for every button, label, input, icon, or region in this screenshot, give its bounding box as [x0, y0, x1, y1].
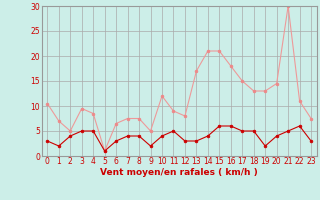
X-axis label: Vent moyen/en rafales ( km/h ): Vent moyen/en rafales ( km/h ) — [100, 168, 258, 177]
